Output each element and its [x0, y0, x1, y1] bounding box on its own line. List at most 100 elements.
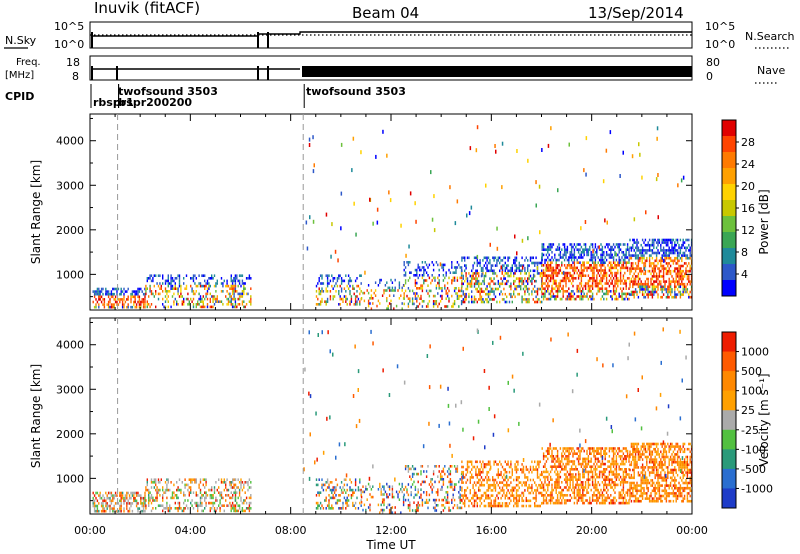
echo-cell	[166, 504, 168, 507]
echo-cell	[636, 241, 638, 244]
echo-cell	[499, 504, 501, 508]
echo-cell	[155, 274, 157, 277]
echo-cell	[420, 287, 422, 290]
echo-cell	[328, 494, 330, 497]
echo-cell	[493, 277, 495, 280]
echo-cell	[149, 277, 151, 280]
echo-cell	[166, 507, 168, 510]
echo-cell	[137, 292, 139, 296]
echo-cell	[577, 447, 580, 450]
echo-cell	[144, 298, 146, 301]
echo-cell	[197, 504, 199, 507]
echo-cell	[381, 511, 384, 514]
echo-cell	[432, 498, 435, 502]
echo-cell	[558, 457, 560, 461]
echo-cell	[229, 483, 231, 487]
echo-cell	[554, 256, 556, 259]
echo-cell	[350, 488, 353, 492]
echo-cell	[572, 256, 574, 259]
echo-cell	[205, 501, 207, 505]
echo-cell	[153, 284, 155, 288]
echo-cell	[117, 287, 120, 291]
echo-cell	[518, 264, 520, 267]
echo-cell	[494, 282, 497, 286]
echo-cell	[515, 266, 518, 270]
echo-cell	[155, 507, 157, 510]
echo-cell	[451, 294, 453, 298]
echo-cell	[559, 486, 562, 489]
echo-cell	[213, 297, 216, 301]
echo-cell	[475, 494, 477, 497]
echo-cell	[532, 491, 534, 495]
echo-cell	[547, 269, 549, 272]
echo-cell	[513, 279, 515, 283]
echo-cell	[597, 271, 599, 275]
echo-cell	[98, 303, 100, 306]
echo-cell	[504, 269, 506, 273]
echo-cell	[321, 300, 323, 303]
echo-cell	[485, 465, 487, 469]
echo-cell	[201, 504, 203, 507]
echo-cell	[604, 245, 606, 249]
echo-cell	[573, 494, 576, 497]
echo-cell	[496, 287, 498, 291]
echo-cell	[674, 280, 676, 283]
echo-cell	[617, 282, 619, 285]
echo-cell	[587, 457, 590, 461]
echo-cell	[171, 491, 174, 494]
echo-cell	[637, 285, 640, 289]
echo-cell	[586, 282, 588, 285]
echo-cell	[525, 465, 527, 469]
echo-cell	[232, 494, 234, 497]
echo-cell	[353, 303, 355, 306]
echo-cell	[529, 279, 532, 283]
echo-cell	[633, 282, 635, 286]
echo-cell	[250, 287, 252, 290]
echo-cell	[558, 462, 560, 466]
echo-cell	[622, 261, 625, 264]
echo-cell	[219, 509, 221, 513]
echo-cell	[469, 274, 471, 278]
echo-cell	[594, 494, 597, 497]
echo-cell	[215, 509, 217, 513]
echo-cell	[612, 277, 615, 280]
echo-cell	[606, 220, 608, 225]
echo-cell	[409, 276, 411, 280]
echo-cell	[421, 498, 424, 502]
echo-cell	[622, 266, 625, 270]
echo-cell	[230, 491, 232, 494]
echo-cell	[586, 478, 588, 481]
echo-cell	[518, 266, 520, 270]
echo-cell	[549, 274, 552, 277]
echo-cell	[582, 462, 584, 466]
echo-cell	[162, 509, 164, 513]
echo-cell	[439, 262, 442, 267]
echo-cell	[475, 473, 477, 477]
echo-cell	[199, 488, 202, 492]
echo-cell	[109, 292, 111, 296]
echo-cell	[455, 470, 457, 473]
echo-cell	[238, 282, 241, 285]
echo-cell	[170, 496, 172, 500]
echo-cell	[548, 494, 550, 497]
echo-cell	[501, 481, 504, 484]
echo-cell	[551, 277, 553, 280]
echo-cell	[416, 287, 418, 290]
echo-cell	[565, 455, 567, 458]
echo-cell	[420, 470, 422, 473]
echo-cell	[575, 465, 577, 468]
echo-cell	[575, 468, 577, 471]
echo-cell	[234, 277, 237, 280]
echo-cell	[162, 504, 164, 507]
echo-cell	[569, 499, 571, 502]
echo-cell	[556, 245, 559, 249]
echo-cell	[601, 462, 604, 466]
echo-cell	[637, 267, 640, 270]
echo-cell	[166, 478, 168, 481]
echo-cell	[573, 243, 576, 246]
echo-cell	[416, 472, 418, 476]
echo-cell	[442, 478, 445, 481]
echo-cell	[576, 501, 578, 505]
echo-cell	[600, 243, 602, 246]
echo-cell	[590, 501, 592, 505]
